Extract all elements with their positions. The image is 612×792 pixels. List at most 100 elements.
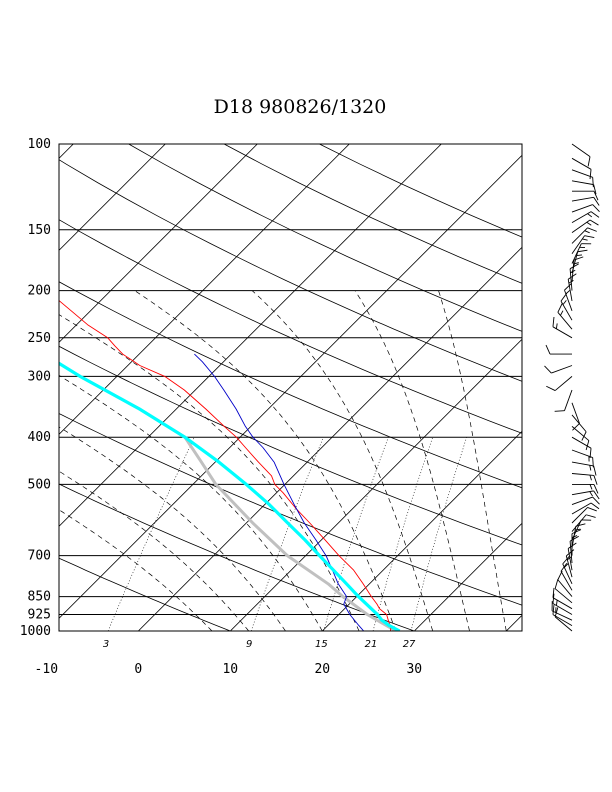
wind-barb (552, 593, 573, 615)
wind-barb-half (589, 465, 592, 471)
isotherm-line (322, 430, 522, 631)
wind-barb (571, 461, 597, 476)
wind-barb (571, 249, 588, 274)
wind-barb-flag (577, 249, 588, 253)
wind-barb (554, 607, 573, 632)
wind-barb (552, 604, 573, 626)
wind-barb-flag (557, 303, 563, 313)
wind-barb (572, 483, 599, 494)
wind-barb (571, 436, 592, 459)
wind-barb-flag (552, 604, 555, 615)
wind-barb-shaft (571, 461, 594, 467)
dry-adiabat-line (59, 413, 522, 606)
wind-barb-shaft (552, 614, 573, 626)
wind-barb-half (579, 246, 586, 249)
wind-barb-shaft (564, 389, 573, 411)
wind-barb-flag (593, 197, 600, 206)
wind-barb-flag (586, 514, 596, 518)
wind-barb (571, 211, 600, 223)
wind-barb (565, 549, 575, 578)
wind-barb-shaft (571, 436, 592, 449)
wind-barb (571, 414, 587, 441)
wind-barb-half (589, 474, 592, 481)
isotherm-line (59, 144, 442, 527)
wind-barb-shaft (571, 219, 591, 233)
mixing-ratio-label: 21 (365, 639, 378, 650)
wind-barb-half (555, 323, 558, 329)
wind-barb-flag (572, 423, 580, 431)
wind-barb-flag (592, 457, 594, 468)
wind-barb (571, 514, 596, 532)
wind-barb (571, 490, 600, 500)
wind-barb (571, 496, 600, 506)
wind-barb-half (564, 563, 569, 568)
wind-barb-flag (551, 601, 553, 611)
wind-barb-shaft (571, 502, 592, 515)
moist-adiabat-line (134, 290, 397, 631)
wind-barb (571, 227, 597, 244)
temperature-tick-label: 30 (406, 662, 422, 677)
moist-adiabat-line (59, 509, 213, 631)
wind-barb-shaft (571, 169, 593, 178)
wind-barb-flag (552, 316, 555, 327)
wind-barb-flag (564, 282, 572, 291)
wind-barb-shaft (562, 563, 573, 584)
wind-barb (564, 282, 573, 311)
wind-barb (571, 507, 597, 524)
wind-barb-shaft (571, 519, 582, 541)
temperature-tick-label: 20 (314, 662, 330, 677)
wind-barb (571, 219, 599, 233)
wind-barb-shaft (571, 449, 593, 458)
wind-barb-half (562, 300, 567, 305)
grid (59, 144, 612, 631)
wind-barb-flag (590, 502, 600, 510)
isotherm-line (59, 144, 350, 435)
dewpoint-profile (194, 353, 365, 631)
wind-barb (544, 365, 573, 374)
wind-barb-flag (581, 519, 592, 521)
wind-barb-shaft (554, 588, 573, 604)
moist-adiabat-line (59, 470, 249, 631)
wind-barb (571, 169, 594, 188)
wind-barb-flag (554, 410, 565, 412)
pressure-tick-label: 500 (28, 477, 51, 492)
mixing-ratio-label: 3 (103, 639, 109, 650)
wind-barb (545, 344, 572, 355)
wind-barb-flag (581, 243, 592, 245)
parcel-profile (59, 361, 401, 631)
wind-barb (571, 402, 580, 431)
wind-barb-flag (593, 191, 599, 201)
mixing-ratio-line (107, 437, 195, 631)
wind-barb (552, 316, 573, 339)
wind-barb-shaft (552, 326, 573, 339)
wind-barb-flag (545, 344, 551, 355)
pressure-tick-label: 925 (28, 608, 51, 623)
wind-barb (571, 143, 591, 167)
moist-adiabat-line (59, 374, 323, 631)
wind-barb-shaft (554, 616, 573, 632)
wind-barb-half (588, 456, 590, 462)
wind-barb (554, 579, 573, 604)
wind-barb-flag (544, 365, 552, 374)
isotherm-line (598, 144, 612, 631)
wind-barb-shaft (571, 157, 592, 170)
wind-barb (571, 426, 590, 451)
wind-barb (557, 303, 573, 330)
wind-barb-shaft (571, 402, 580, 424)
moist-adiabat-line (251, 290, 434, 631)
moist-adiabat-line (354, 290, 470, 631)
dry-adiabat-line (59, 483, 415, 631)
isotherm-line (230, 338, 522, 631)
wind-barb-flag (589, 448, 592, 459)
wind-barb (571, 449, 594, 468)
wind-barb-shaft (554, 376, 573, 391)
wind-barb-flag (569, 263, 579, 270)
wind-barb-shaft (551, 365, 573, 374)
wind-barb-flag (593, 490, 600, 500)
wind-barb-half (589, 491, 593, 497)
wind-barb-flag (562, 556, 570, 565)
wind-barb-flag (593, 475, 598, 485)
wind-barb (557, 570, 573, 597)
wind-barb-flag (593, 465, 597, 476)
